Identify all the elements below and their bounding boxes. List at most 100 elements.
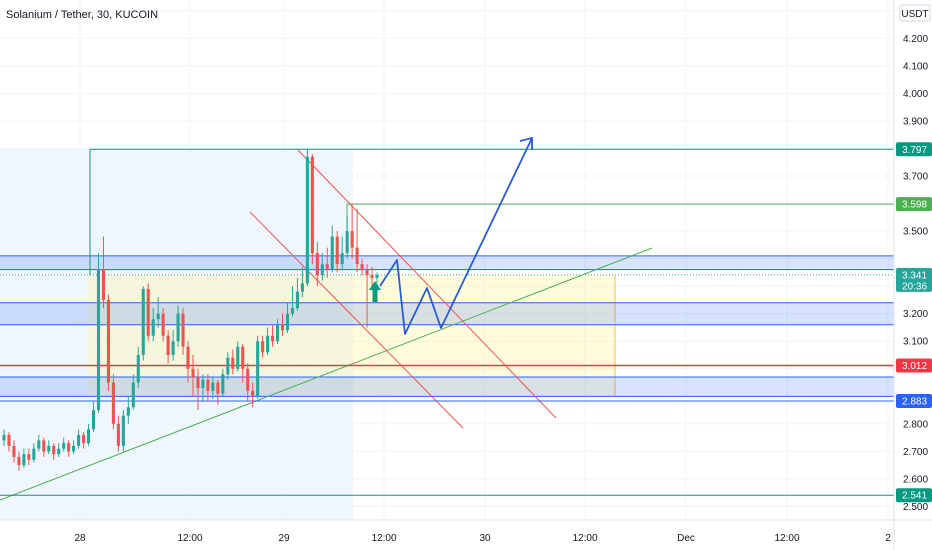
candle-body	[101, 269, 106, 300]
candle-body	[280, 324, 285, 331]
candle-body	[161, 313, 165, 336]
session-highlight	[0, 149, 353, 520]
descending-channel-lower	[249, 211, 464, 429]
x-tick-label: 12:00	[371, 533, 396, 544]
candle-body	[355, 247, 359, 265]
currency-badge-label: USDT	[901, 9, 928, 20]
forecast-path	[369, 136, 533, 335]
y-tick-label: 3.100	[903, 337, 928, 348]
x-tick-label: 30	[479, 533, 491, 544]
candle-body	[271, 335, 275, 342]
forecast-path-line	[379, 137, 533, 335]
candle-body	[251, 390, 255, 397]
candle-body	[305, 156, 309, 284]
price-label-value: 3.012	[902, 361, 927, 372]
candle-body	[330, 236, 334, 270]
candle-body	[52, 445, 56, 455]
candle-body	[285, 313, 290, 331]
candle-body	[246, 368, 250, 391]
y-tick-label: 2.600	[903, 474, 928, 485]
y-tick-label: 2.800	[903, 419, 928, 430]
candle-body	[226, 357, 230, 375]
candle-body	[146, 288, 150, 336]
price-label-box	[896, 267, 932, 292]
candle-body	[350, 231, 354, 248]
candle-body	[211, 382, 215, 391]
horizontal-levels	[0, 148, 894, 496]
candle-body	[151, 319, 155, 336]
candle-body	[241, 346, 245, 369]
price-label-value: 2.541	[902, 491, 927, 502]
x-tick-label: 2	[885, 533, 891, 544]
candle-body	[57, 448, 61, 455]
y-tick-label: 3.900	[903, 116, 928, 127]
price-label-value: 2.883	[902, 397, 927, 408]
y-tick-label: 2.500	[903, 502, 928, 513]
candle-body	[176, 313, 180, 342]
currency-badge[interactable]: USDT	[899, 4, 931, 22]
candle-body	[166, 335, 170, 356]
candle-body	[325, 264, 329, 270]
candle-body	[290, 308, 294, 314]
candle-body	[77, 434, 81, 446]
price-label-box	[896, 142, 932, 157]
buy-arrow-marker	[369, 281, 381, 302]
x-tick-label: Dec	[677, 533, 695, 544]
x-tick-label: 29	[278, 533, 290, 544]
candle-body	[375, 275, 379, 278]
candle-body	[295, 291, 299, 309]
candle-body	[82, 434, 86, 444]
candles	[2, 148, 379, 471]
forecast-arrowhead	[519, 136, 533, 150]
y-tick-label: 3.500	[903, 227, 928, 238]
candle-body	[345, 231, 349, 254]
y-tick-label: 2.700	[903, 447, 928, 458]
candle-body	[116, 423, 120, 446]
trendlines	[0, 149, 653, 501]
candle-body	[67, 443, 71, 452]
candle-body	[201, 379, 205, 389]
candle-body	[12, 445, 16, 457]
price-label-value: 3.797	[902, 145, 927, 156]
candle-body	[47, 445, 51, 452]
y-tick-label: 4.000	[903, 89, 928, 100]
candle-body	[7, 434, 11, 446]
yellow-zone	[88, 275, 615, 397]
candle-body	[266, 335, 270, 353]
candle-body	[315, 253, 319, 276]
candle-body	[256, 341, 260, 397]
x-tick-label: 28	[74, 533, 86, 544]
gridlines	[0, 0, 894, 520]
candle-body	[231, 357, 235, 369]
candle-body	[22, 454, 26, 466]
candle-body	[42, 440, 46, 452]
chart-title: Solanium / Tether, 30, KUCOIN	[6, 9, 158, 21]
candle-body	[156, 313, 160, 320]
blue-zone	[0, 255, 894, 270]
candle-body	[91, 410, 96, 430]
y-tick-label: 4.200	[903, 34, 928, 45]
y-tick-label: 3.200	[903, 309, 928, 320]
candle-body	[186, 346, 190, 369]
candle-body	[335, 236, 339, 265]
candle-body	[141, 288, 145, 356]
candle-body	[87, 429, 91, 444]
candle-body	[191, 368, 195, 378]
candle-body	[206, 379, 210, 391]
candle-body	[171, 341, 175, 356]
price-label-box	[896, 488, 932, 503]
candle-body	[121, 415, 125, 446]
candle-body	[196, 377, 200, 389]
y-tick-label: 3.700	[903, 172, 928, 183]
ascending-trendline	[0, 247, 653, 501]
price-label-box	[896, 394, 932, 409]
candle-body	[310, 156, 314, 254]
candle-body	[17, 456, 21, 466]
candle-body	[236, 346, 240, 369]
y-tick-label: 4.100	[903, 61, 928, 72]
price-label-box	[896, 358, 932, 373]
price-label-value: 3.341	[902, 270, 927, 281]
candle-body	[320, 264, 324, 276]
candle-body	[72, 445, 76, 452]
